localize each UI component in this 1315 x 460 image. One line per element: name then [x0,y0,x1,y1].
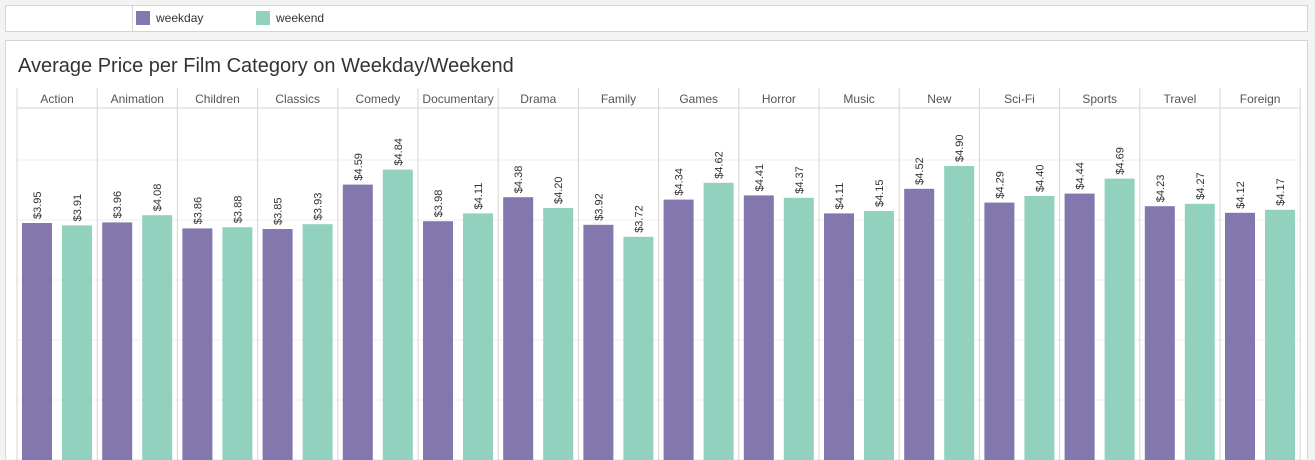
value-label-weekend: $4.17 [1275,178,1287,206]
bar-weekend[interactable] [302,224,333,460]
category-label: Family [601,92,636,106]
value-label-weekday: $3.95 [32,191,44,219]
bar-weekend[interactable] [703,182,734,460]
value-label-weekend: $4.15 [874,179,886,207]
category-label: Animation [111,92,164,106]
bar-weekend[interactable] [382,169,413,460]
value-label-weekend: $4.62 [714,151,726,179]
legend-swatch-weekday [136,11,150,25]
category-label: Music [843,92,874,106]
bar-weekday[interactable] [1144,206,1175,460]
bar-weekend[interactable] [1265,209,1295,460]
bar-weekend[interactable] [783,197,814,460]
value-label-weekday: $4.29 [994,171,1006,199]
chart-title: Average Price per Film Category on Weekd… [18,55,514,77]
bar-weekday[interactable] [824,213,854,460]
value-label-weekday: $4.12 [1235,181,1247,209]
bar-weekend[interactable] [1104,178,1135,460]
category-label: Documentary [422,92,493,106]
value-label-weekend: $4.08 [152,184,164,212]
category-label: Horror [762,92,796,106]
category-label: Classics [275,92,320,106]
value-label-weekend: $4.40 [1034,164,1046,192]
bar-weekday[interactable] [743,195,774,460]
bar-weekday[interactable] [1064,193,1095,460]
bar-weekend[interactable] [142,215,173,460]
category-label: Sci-Fi [1004,92,1035,106]
value-label-weekend: $3.91 [72,194,84,222]
bar-weekday[interactable] [984,202,1015,460]
legend-label-weekday: weekday [156,11,204,25]
value-label-weekend: $4.27 [1195,172,1207,200]
value-label-weekend: $3.88 [232,196,244,224]
value-label-weekend: $4.90 [954,134,966,162]
bar-weekend[interactable] [222,227,253,460]
value-label-weekend: $4.84 [393,138,405,166]
bar-weekday[interactable] [262,229,293,460]
bar-weekend[interactable] [864,211,894,460]
bar-weekend[interactable] [543,208,574,460]
bar-weekday[interactable] [22,223,52,460]
bar-weekday[interactable] [102,222,133,460]
value-label-weekend: $4.11 [473,183,485,210]
value-label-weekday: $4.59 [353,153,365,181]
value-label-weekday: $3.98 [433,190,445,218]
bar-weekend[interactable] [1184,203,1215,460]
bar-weekday[interactable] [503,197,534,460]
bar-weekday[interactable] [1225,212,1255,460]
category-label: Action [40,92,73,106]
bar-chart: Action $3.95 $3.91 Animation $3.96 $4.08 Child… [16,88,1301,460]
bar-weekend[interactable] [944,166,975,460]
bar-weekend[interactable] [463,213,493,460]
value-label-weekend: $3.93 [313,193,325,221]
value-label-weekday: $3.96 [112,191,124,219]
value-label-weekday: $4.34 [674,168,686,196]
category-label: New [927,92,951,106]
value-label-weekend: $4.37 [794,166,806,194]
value-label-weekend: $4.20 [553,176,565,204]
legend-swatch-weekend [256,11,270,25]
category-label: Comedy [356,92,401,106]
bar-weekend[interactable] [623,236,654,460]
category-label: Games [679,92,718,106]
legend-item-weekend[interactable]: weekend [256,11,324,25]
value-label-weekday: $4.44 [1075,162,1087,190]
bar-weekday[interactable] [342,184,373,460]
value-label-weekend: $4.69 [1115,147,1127,175]
value-label-weekday: $4.52 [914,157,926,185]
bar-weekday[interactable] [583,224,614,460]
legend-divider [132,6,133,31]
value-label-weekend: $3.72 [633,205,645,233]
category-label: Sports [1082,92,1117,106]
category-label: Travel [1163,92,1196,106]
bar-weekday[interactable] [663,199,694,460]
legend-label-weekend: weekend [276,11,325,25]
category-label: Children [195,92,240,106]
value-label-weekday: $4.11 [834,183,846,210]
chart-panel: Average Price per Film Category on Weekd… [5,40,1308,460]
legend: weekday weekend [5,5,1308,32]
bar-weekday[interactable] [904,188,935,460]
value-label-weekday: $4.41 [754,164,766,192]
value-label-weekday: $3.85 [273,197,285,225]
category-label: Foreign [1240,92,1281,106]
value-label-weekday: $3.86 [192,197,204,225]
category-label: Drama [520,92,556,106]
bar-weekend[interactable] [1024,196,1055,460]
legend-item-weekday[interactable]: weekday [136,11,203,25]
bar-weekday[interactable] [182,228,213,460]
value-label-weekday: $3.92 [593,193,605,221]
value-label-weekday: $4.38 [513,166,525,194]
bar-weekend[interactable] [62,225,92,460]
value-label-weekday: $4.23 [1155,175,1167,203]
bar-weekday[interactable] [423,221,453,460]
